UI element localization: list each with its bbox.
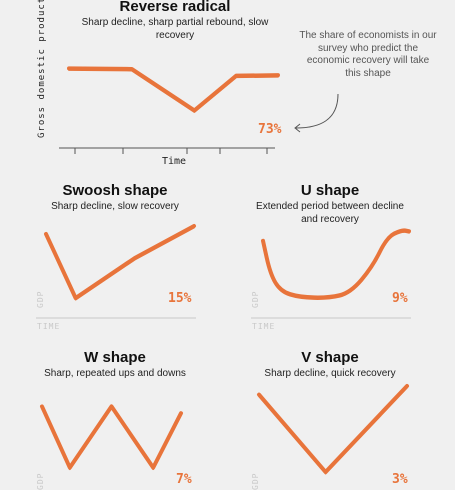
chart-title: V shape <box>301 349 359 366</box>
chart-plot <box>59 66 280 154</box>
value-label: 73% <box>258 122 282 137</box>
chart-subtitle: Extended period between decline and reco… <box>256 201 404 225</box>
y-axis-label: Gross domestic product <box>37 0 47 138</box>
chart-subtitle: Sharp decline, slow recovery <box>51 201 179 212</box>
chart-title: Reverse radical <box>119 0 231 15</box>
chart-plot <box>257 384 409 475</box>
x-axis-label: Time <box>162 156 187 167</box>
chart-subtitle: Sharp decline, sharp partial rebound, sl… <box>81 17 269 41</box>
series-line <box>68 68 279 113</box>
x-axis-label: TIME <box>252 322 276 331</box>
chart-subtitle: Sharp decline, quick recovery <box>264 368 396 379</box>
infographic: Gross domestic product Reverse radical S… <box>36 0 437 490</box>
series-line <box>40 404 183 470</box>
value-label: 9% <box>392 291 408 306</box>
series-line <box>44 224 196 300</box>
series-line <box>45 226 195 301</box>
chart-title: W shape <box>84 349 146 366</box>
x-axis-label: TIME <box>37 322 61 331</box>
chart-subtitle: Sharp, repeated ups and downs <box>44 368 186 379</box>
annotation-text: The share of economists in our survey wh… <box>299 30 437 79</box>
series-line <box>262 230 410 300</box>
chart-plot <box>40 404 183 471</box>
series-line <box>257 384 409 474</box>
chart-plot <box>36 224 196 319</box>
chart-title: U shape <box>300 182 360 199</box>
value-label: 15% <box>168 291 192 306</box>
series-line <box>258 386 408 475</box>
series-line <box>67 66 280 113</box>
chart-plot <box>251 228 411 319</box>
series-line <box>41 406 182 471</box>
annotation-arrow <box>294 93 339 133</box>
chart-title: Swoosh shape <box>62 182 168 199</box>
